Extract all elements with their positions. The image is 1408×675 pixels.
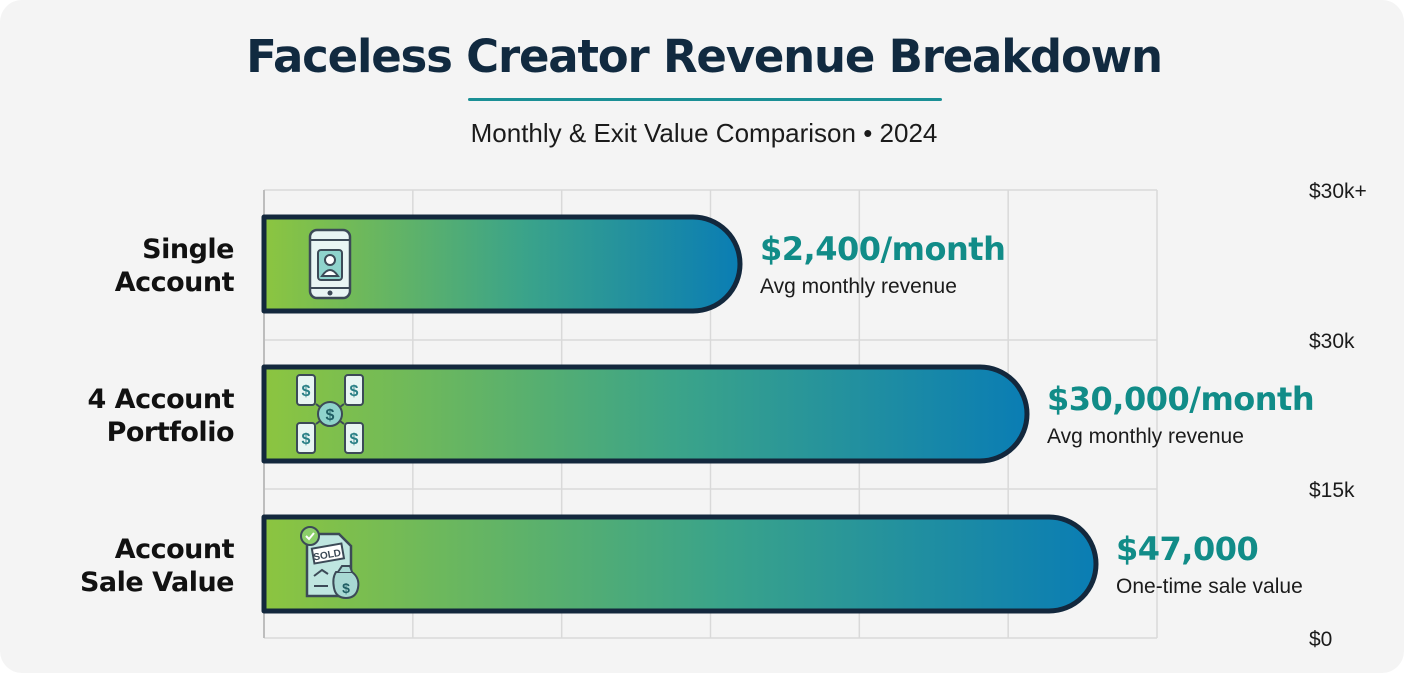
value-label: $30,000/month: [1047, 380, 1314, 418]
tick-label: $0: [1309, 628, 1332, 651]
smartphone-user-icon: [308, 228, 352, 300]
value-label: $2,400/month: [760, 230, 1005, 268]
category-label: Single: [142, 234, 234, 265]
bar: [261, 364, 1030, 464]
chart-title: Faceless Creator Revenue Breakdown: [246, 30, 1163, 83]
chart-subtitle: Monthly & Exit Value Comparison • 2024: [470, 118, 938, 148]
tick-label: $30k: [1309, 330, 1355, 353]
tick-label: $30k+: [1309, 180, 1367, 203]
svg-text:$: $: [342, 580, 350, 596]
value-note: One-time sale value: [1116, 575, 1303, 598]
value-note: Avg monthly revenue: [1047, 425, 1244, 448]
category-label: Account: [115, 534, 235, 565]
category-label: Account: [115, 267, 235, 298]
category-label: Portfolio: [107, 417, 234, 448]
value-note: Avg monthly revenue: [760, 275, 957, 298]
title-underline: [468, 98, 942, 101]
category-label: 4 Account: [88, 384, 235, 415]
sold-document-money-bag-icon: SOLD$: [300, 526, 360, 600]
tick-labels: $30k+ $30k $15k $0: [1309, 180, 1367, 651]
category-label: Sale Value: [80, 567, 234, 598]
bar: [261, 214, 743, 314]
svg-text:$: $: [350, 431, 359, 448]
value-label: $47,000: [1116, 530, 1258, 568]
svg-text:$: $: [326, 407, 335, 424]
svg-text:$: $: [302, 383, 311, 400]
svg-text:$: $: [350, 383, 359, 400]
bar: [261, 514, 1099, 614]
svg-text:$: $: [302, 431, 311, 448]
svg-text:SOLD: SOLD: [313, 548, 342, 564]
phone-portfolio-dollar-icon: $ $ $ $ $: [296, 374, 364, 454]
tick-label: $15k: [1309, 479, 1355, 502]
